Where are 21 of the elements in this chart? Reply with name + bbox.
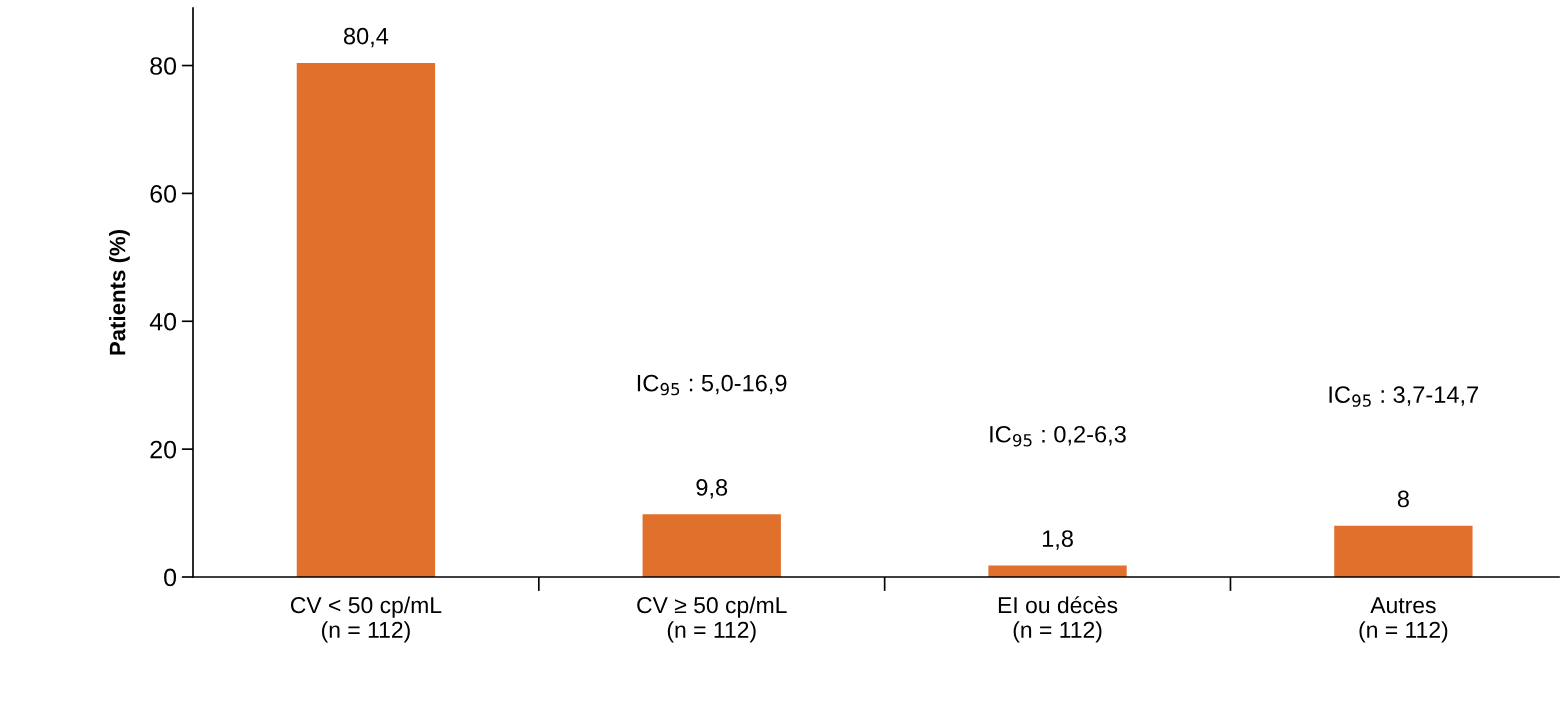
bar	[642, 514, 781, 577]
bar	[988, 565, 1127, 577]
y-axis-title: Patients (%)	[109, 230, 130, 355]
data-label: 80,4	[343, 27, 389, 48]
annotation: IC$_{95}$ : 0,2-6,3	[990, 425, 1126, 447]
x-tick-label: CV ≥ 50 cp/mL (n = 112)	[637, 596, 787, 643]
x-tick-label: Autres (n = 112)	[1359, 597, 1448, 643]
y-tick-label: 40	[149, 312, 177, 331]
data-label: 1,8	[1042, 530, 1073, 550]
bar	[296, 62, 436, 577]
bar	[1334, 525, 1473, 577]
annotation: IC$_{95}$ : 3,7-14,7	[1329, 386, 1478, 407]
annotation: IC$_{95}$ : 5,0-16,9	[637, 374, 787, 396]
data-label: 9,8	[696, 479, 728, 499]
y-tick-label: 60	[150, 185, 177, 203]
y-tick-label: 80	[150, 57, 177, 75]
x-tick-label: EI ou décès (n = 112)	[998, 596, 1118, 643]
y-tick-label: 20	[150, 440, 177, 459]
data-label: 8	[1397, 490, 1409, 508]
x-tick-label: CV < 50 cp/mL (n = 112)	[290, 596, 442, 643]
y-tick-label: 0	[164, 568, 177, 587]
